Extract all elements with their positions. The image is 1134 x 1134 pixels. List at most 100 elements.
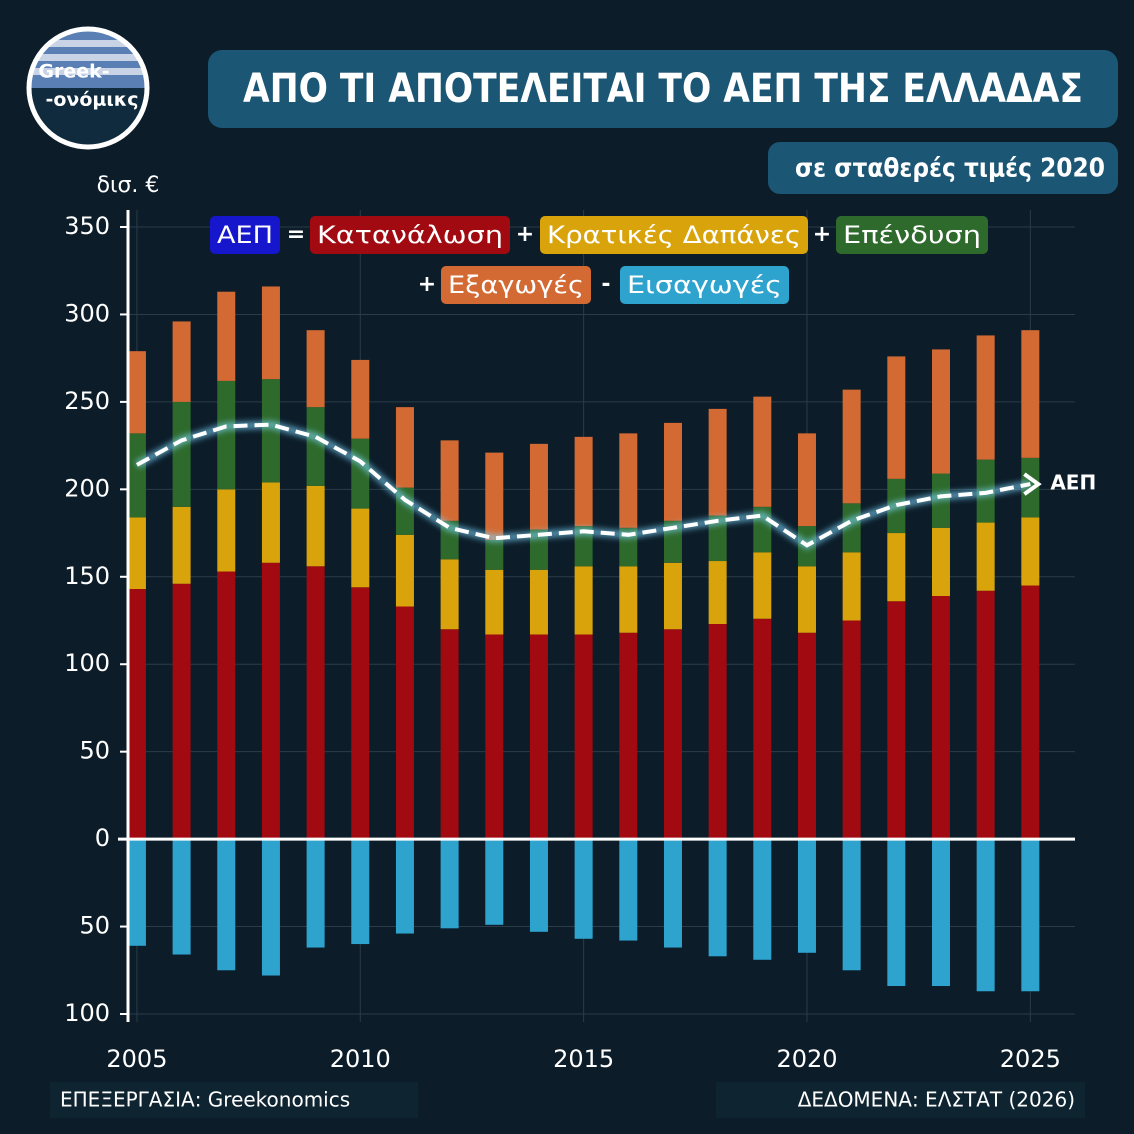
bar	[217, 839, 236, 971]
legend-label: Εισαγωγές	[627, 271, 782, 299]
bar	[395, 606, 414, 840]
bar	[485, 839, 504, 925]
bar	[797, 433, 816, 527]
bar	[663, 629, 682, 840]
legend-swatch	[620, 266, 789, 304]
y-tick-label: 350	[64, 212, 110, 240]
bar	[306, 839, 325, 948]
bar	[172, 506, 191, 584]
bar	[797, 566, 816, 633]
bar	[663, 839, 682, 948]
bar	[127, 839, 146, 946]
bar	[663, 422, 682, 521]
logo-text: -ονόμικς	[45, 89, 138, 111]
bar	[172, 401, 191, 507]
bar	[306, 407, 325, 486]
legend-swatch	[210, 216, 280, 254]
bar	[1021, 839, 1040, 992]
line-arrow	[1023, 472, 1042, 496]
legend-swatch	[836, 216, 988, 254]
bar	[217, 571, 236, 840]
credit-box	[716, 1082, 1085, 1118]
bar	[395, 407, 414, 488]
bar	[529, 529, 548, 570]
bar	[351, 438, 370, 509]
legend-label: Εξαγωγές	[448, 271, 584, 299]
y-tick-label: 50	[79, 912, 110, 940]
bar	[127, 433, 146, 518]
bar	[574, 526, 593, 567]
bar	[753, 552, 772, 619]
bar	[574, 566, 593, 635]
credit: ΔΕΔΟΜΕΝΑ: ΕΛΣΤΑΤ (2026)	[798, 1088, 1075, 1112]
bar	[753, 396, 772, 507]
bar	[1021, 330, 1040, 458]
logo-ring	[26, 26, 150, 150]
bar	[619, 433, 638, 528]
bar	[931, 839, 950, 987]
bar	[395, 839, 414, 934]
bar	[842, 620, 861, 840]
bar	[529, 839, 548, 932]
x-tick-label: 2010	[330, 1045, 391, 1073]
bar	[976, 839, 995, 992]
bar	[708, 623, 727, 840]
bar	[127, 517, 146, 590]
legend-swatch	[540, 216, 808, 254]
title-box	[208, 50, 1118, 128]
bar	[127, 589, 146, 840]
bar	[261, 839, 280, 976]
credit: ΕΠΕΞΕΡΓΑΣΙΑ: Greekonomics	[60, 1088, 350, 1112]
bar	[931, 473, 950, 528]
subtitle-box	[768, 142, 1118, 194]
bar	[217, 291, 236, 381]
bar	[976, 590, 995, 840]
bar	[887, 356, 906, 479]
bar	[708, 561, 727, 624]
y-axis-label: δισ. €	[97, 173, 160, 198]
bar	[485, 540, 504, 570]
bar	[395, 534, 414, 607]
legend-swatch	[310, 216, 510, 254]
bar	[440, 839, 459, 929]
y-tick-label: 100	[64, 649, 110, 677]
bar	[708, 515, 727, 562]
bar	[306, 330, 325, 408]
bar	[1021, 517, 1040, 586]
y-tick-label: 0	[95, 824, 110, 852]
legend-swatch	[441, 266, 591, 304]
bar	[976, 522, 995, 591]
bar	[485, 452, 504, 541]
bar	[261, 482, 280, 563]
bar	[440, 629, 459, 840]
bar	[619, 632, 638, 840]
y-tick-label: 50	[79, 737, 110, 765]
legend-operator: =	[287, 222, 305, 247]
bar	[306, 566, 325, 840]
bar	[797, 839, 816, 953]
bar	[842, 839, 861, 971]
bar	[485, 569, 504, 635]
bar	[172, 321, 191, 402]
bar	[663, 562, 682, 630]
logo-text: Greek-	[38, 61, 109, 83]
y-tick-label: 300	[64, 299, 110, 327]
bar	[217, 489, 236, 572]
bar	[351, 359, 370, 439]
bar	[619, 839, 638, 941]
bar	[887, 533, 906, 602]
legend-operator: +	[516, 222, 534, 247]
bar	[931, 349, 950, 474]
legend-operator: -	[601, 272, 610, 297]
bar	[261, 286, 280, 380]
bar	[351, 839, 370, 945]
x-tick-label: 2025	[1000, 1045, 1061, 1073]
bar	[440, 440, 459, 521]
bar	[976, 335, 995, 460]
credit-box	[50, 1082, 418, 1118]
bar	[127, 351, 146, 434]
legend-label: Κρατικές Δαπάνες	[547, 221, 801, 249]
bar	[351, 508, 370, 588]
